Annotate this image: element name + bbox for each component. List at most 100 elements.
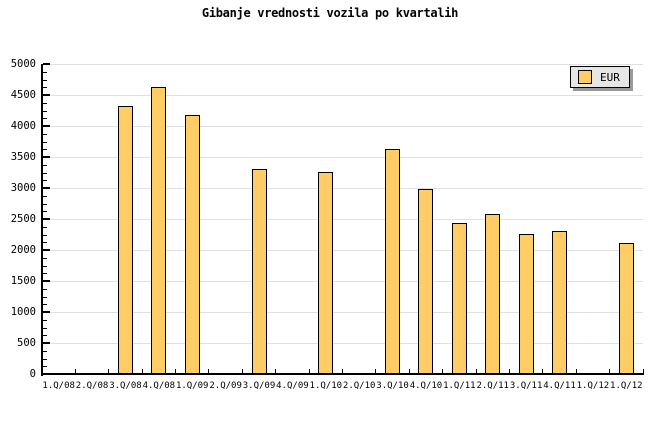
x-axis-label: 4.Q/08 [142, 381, 176, 391]
x-axis-tick [108, 369, 110, 374]
x-axis [41, 373, 644, 375]
y-axis-major-tick [43, 249, 50, 251]
bar [485, 214, 500, 374]
y-axis-minor-tick [43, 242, 47, 244]
y-axis-major-tick [43, 280, 50, 282]
y-axis-minor-tick [43, 226, 47, 228]
x-axis-tick [542, 369, 544, 374]
y-axis-minor-tick [43, 195, 47, 197]
bar [185, 115, 200, 374]
x-axis-tick [241, 369, 243, 374]
y-axis-minor-tick [43, 141, 47, 143]
gridline [42, 218, 643, 220]
gridline [42, 280, 643, 282]
x-axis-tick [175, 369, 177, 374]
x-axis-label: 3.Q/08 [109, 381, 142, 391]
gridline [42, 342, 643, 344]
gridline [42, 125, 643, 127]
y-axis-minor-tick [43, 273, 47, 275]
x-axis-label: 1.Q/10 [309, 381, 343, 391]
y-axis-label: 0 [29, 368, 36, 380]
bar [385, 149, 400, 374]
gridline [42, 63, 643, 65]
y-axis-major-tick [43, 125, 50, 127]
bar [318, 172, 333, 374]
y-axis-label: 5000 [10, 58, 36, 70]
x-axis-label: 1.Q/09 [175, 381, 209, 391]
y-axis-major-tick [43, 94, 50, 96]
y-axis-minor-tick [43, 180, 47, 182]
y-axis-minor-tick [43, 172, 47, 174]
y-axis-label: 2500 [10, 213, 36, 225]
y-axis-major-tick [43, 187, 50, 189]
x-axis-tick [141, 369, 143, 374]
y-axis-minor-tick [43, 87, 47, 89]
y-axis-major-tick [43, 63, 50, 65]
gridline [42, 94, 643, 96]
gridline [42, 187, 643, 189]
x-axis-label: 3.Q/10 [376, 381, 409, 391]
bar [418, 189, 433, 374]
y-axis-major-tick [43, 342, 50, 344]
bar [519, 234, 534, 374]
y-axis-label: 4500 [10, 89, 36, 101]
x-axis-tick [475, 369, 477, 374]
y-axis-major-tick [43, 156, 50, 158]
bar [118, 106, 133, 374]
x-axis-tick [308, 369, 310, 374]
x-axis-tick [408, 369, 410, 374]
bar [552, 231, 567, 374]
x-axis-label: 1.Q/12 [610, 381, 643, 391]
y-axis-minor-tick [43, 335, 47, 337]
legend: EUR [570, 66, 630, 88]
x-axis-tick [642, 369, 644, 374]
y-axis-minor-tick [43, 211, 47, 213]
x-axis-tick [275, 369, 277, 374]
y-axis-label: 4000 [10, 120, 36, 132]
bar [252, 169, 267, 374]
x-axis-tick [442, 369, 444, 374]
x-axis-label: 4.Q/10 [409, 381, 443, 391]
y-axis-label: 1000 [10, 306, 36, 318]
y-axis-label: 3000 [10, 182, 36, 194]
x-axis-label: 3.Q/09 [242, 381, 276, 391]
x-axis-label: 1.Q/08 [42, 381, 75, 391]
y-axis-minor-tick [43, 288, 47, 290]
x-axis-tick [74, 369, 76, 374]
y-axis-minor-tick [43, 164, 47, 166]
y-axis-minor-tick [43, 257, 47, 259]
y-axis-minor-tick [43, 304, 47, 306]
y-axis-minor-tick [43, 102, 47, 104]
y-axis-minor-tick [43, 203, 47, 205]
y-axis-label: 3500 [10, 151, 36, 163]
y-axis-major-tick [43, 311, 50, 313]
y-axis-minor-tick [43, 350, 47, 352]
x-axis-tick [575, 369, 577, 374]
gridline [42, 249, 643, 251]
legend-label: EUR [600, 70, 620, 84]
y-axis-minor-tick [43, 327, 47, 329]
y-axis-minor-tick [43, 110, 47, 112]
y-axis-minor-tick [43, 79, 47, 81]
x-axis-label: 2.Q/11 [476, 381, 509, 391]
x-axis-label: 1.Q/11 [443, 381, 476, 391]
x-axis-label: 3.Q/11 [509, 381, 543, 391]
y-axis-label: 2000 [10, 244, 36, 256]
x-axis-tick [609, 369, 611, 374]
bar [619, 243, 634, 374]
y-axis-minor-tick [43, 133, 47, 135]
legend-swatch-icon [578, 70, 592, 84]
x-axis-label: 2.Q/09 [209, 381, 242, 391]
x-axis-label: 2.Q/08 [75, 381, 109, 391]
x-axis-label: 2.Q/10 [342, 381, 376, 391]
x-axis-label: 4.Q/09 [276, 381, 309, 391]
bar [151, 87, 166, 374]
x-axis-tick [375, 369, 377, 374]
y-axis-minor-tick [43, 234, 47, 236]
x-axis-label: 4.Q/11 [543, 381, 576, 391]
gridline [42, 311, 643, 313]
y-axis-minor-tick [43, 149, 47, 151]
y-axis [41, 64, 43, 376]
y-axis-minor-tick [43, 366, 47, 368]
bar [452, 223, 467, 374]
